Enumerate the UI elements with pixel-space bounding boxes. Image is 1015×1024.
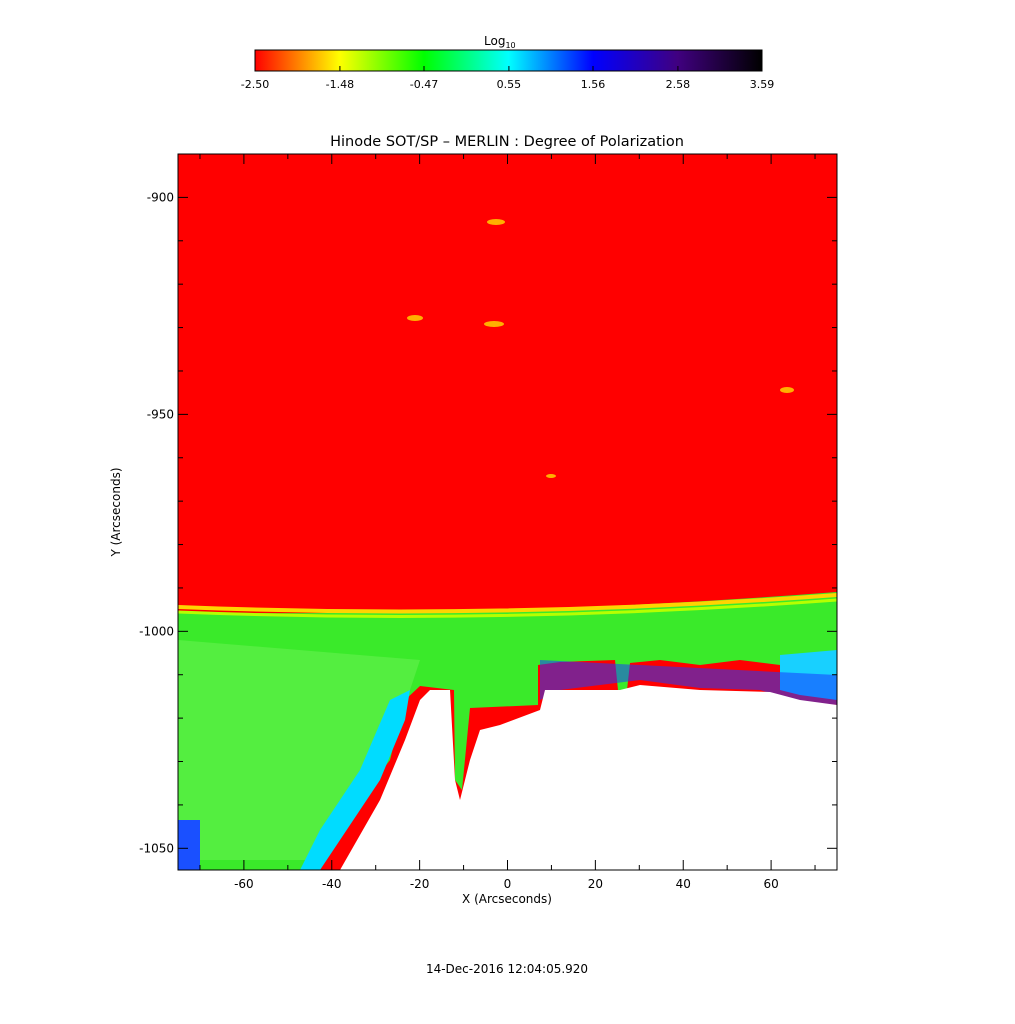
- y-axis-ticks: -900 -950 -1000 -1050: [139, 153, 837, 855]
- x-tick-label: 20: [588, 877, 603, 891]
- polarization-spots: [407, 219, 794, 478]
- spot: [487, 219, 505, 225]
- y-tick-label: -900: [147, 190, 174, 204]
- spot: [407, 315, 423, 321]
- colorbar-ticks: -2.50 -1.48 -0.47 0.55 1.56 2.58 3.59: [241, 66, 774, 91]
- y-tick-label: -950: [147, 407, 174, 421]
- x-axis-ticks: -60 -40 -20 0 20 40 60: [199, 154, 816, 891]
- no-data-region: [340, 685, 837, 870]
- y-tick-label: -1000: [139, 624, 174, 638]
- limb-band: [178, 593, 837, 614]
- colorbar-tick-label: 1.56: [581, 78, 606, 91]
- x-tick-label: -20: [410, 877, 430, 891]
- colorbar-tick-label: -0.47: [410, 78, 438, 91]
- colorbar-tick-label: 0.55: [497, 78, 522, 91]
- colorbar-tick-label: 2.58: [666, 78, 691, 91]
- heatmap-image: [178, 154, 837, 870]
- off-limb-outer-edge: [178, 820, 200, 870]
- x-axis-label: X (Arcseconds): [462, 892, 552, 906]
- x-tick-label: 40: [676, 877, 691, 891]
- off-limb-outer-edge: [540, 660, 837, 705]
- off-limb-streaks: [178, 640, 420, 860]
- spot: [546, 474, 556, 478]
- colorbar-tick-label: -2.50: [241, 78, 269, 91]
- timestamp: 14-Dec-2016 12:04:05.920: [426, 962, 588, 976]
- x-tick-label: -40: [322, 877, 342, 891]
- x-tick-label: 0: [504, 877, 512, 891]
- spot: [484, 321, 504, 327]
- limb-band: [178, 598, 837, 618]
- x-tick-label: 60: [763, 877, 778, 891]
- off-limb-outer-edge: [300, 690, 410, 870]
- colorbar: Log10 -2.50 -1.48 -0.47 0.55 1.56 2.58 3.59: [241, 34, 774, 91]
- colorbar-tick-label: -1.48: [326, 78, 354, 91]
- chart-title: Hinode SOT/SP – MERLIN : Degree of Polar…: [330, 134, 684, 150]
- y-axis-label: Y (Arcseconds): [109, 467, 123, 557]
- x-tick-label: -60: [234, 877, 254, 891]
- spot: [780, 387, 794, 393]
- colorbar-tick-label: 3.59: [750, 78, 775, 91]
- y-tick-label: -1050: [139, 841, 174, 855]
- colorbar-label: Log10: [484, 34, 516, 50]
